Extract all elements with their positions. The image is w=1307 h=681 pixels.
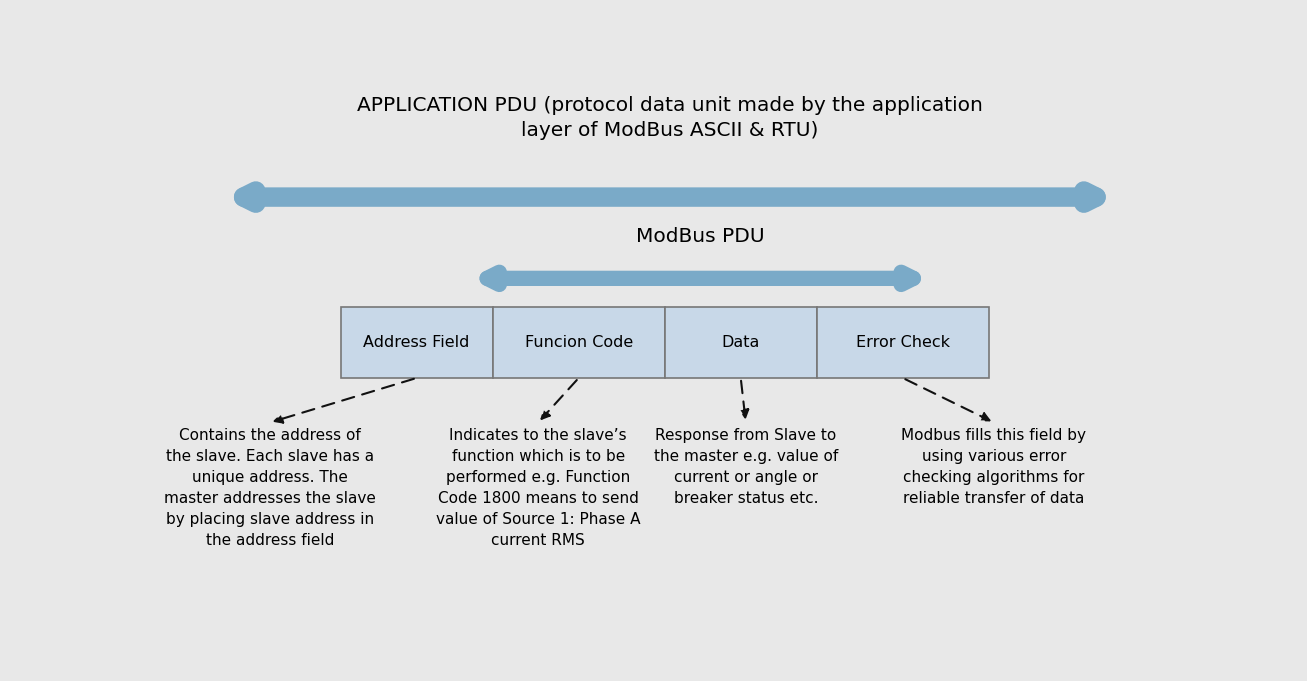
Text: Error Check: Error Check [856, 335, 950, 350]
Bar [817, 307, 989, 378]
Text: ModBus PDU: ModBus PDU [637, 227, 765, 246]
Text: Address Field: Address Field [363, 335, 469, 350]
Text: APPLICATION PDU (protocol data unit made by the application
layer of ModBus ASCI: APPLICATION PDU (protocol data unit made… [357, 97, 983, 140]
Text: Indicates to the slave’s
function which is to be
performed e.g. Function
Code 18: Indicates to the slave’s function which … [437, 428, 640, 548]
Bar [341, 307, 493, 378]
Text: Modbus fills this field by
using various error
checking algorithms for
reliable : Modbus fills this field by using various… [902, 428, 1086, 506]
Bar [665, 307, 817, 378]
Text: Response from Slave to
the master e.g. value of
current or angle or
breaker stat: Response from Slave to the master e.g. v… [654, 428, 838, 506]
Text: Data: Data [721, 335, 759, 350]
Bar [493, 307, 665, 378]
Text: Funcion Code: Funcion Code [524, 335, 633, 350]
Text: Contains the address of
the slave. Each slave has a
unique address. The
master a: Contains the address of the slave. Each … [163, 428, 375, 548]
